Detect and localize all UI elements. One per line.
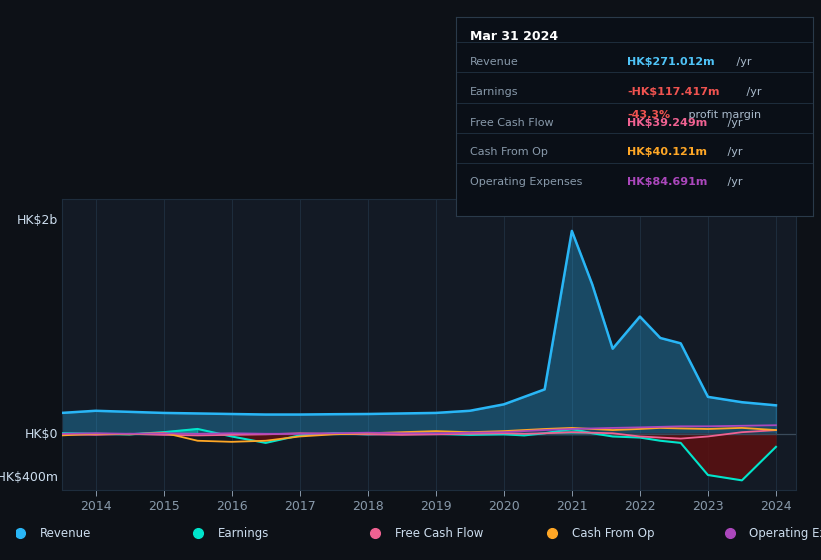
Text: HK$84.691m: HK$84.691m	[627, 177, 708, 187]
Text: Earnings: Earnings	[218, 527, 268, 540]
Text: Cash From Op: Cash From Op	[470, 147, 548, 157]
Text: -43.3%: -43.3%	[627, 110, 670, 120]
Text: /yr: /yr	[723, 147, 742, 157]
Text: Mar 31 2024: Mar 31 2024	[470, 30, 558, 43]
Text: Free Cash Flow: Free Cash Flow	[470, 118, 553, 128]
Text: profit margin: profit margin	[685, 110, 761, 120]
Text: /yr: /yr	[723, 118, 742, 128]
Text: /yr: /yr	[743, 87, 761, 97]
Text: HK$271.012m: HK$271.012m	[627, 57, 715, 67]
Text: Free Cash Flow: Free Cash Flow	[395, 527, 483, 540]
Text: HK$39.249m: HK$39.249m	[627, 118, 708, 128]
Text: /yr: /yr	[733, 57, 752, 67]
Text: HK$40.121m: HK$40.121m	[627, 147, 707, 157]
Text: HK$0: HK$0	[25, 428, 58, 441]
Text: Earnings: Earnings	[470, 87, 518, 97]
Text: Operating Expenses: Operating Expenses	[750, 527, 821, 540]
Text: -HK$400m: -HK$400m	[0, 470, 58, 484]
Text: Operating Expenses: Operating Expenses	[470, 177, 582, 187]
Text: /yr: /yr	[723, 177, 742, 187]
Text: HK$2b: HK$2b	[16, 214, 58, 227]
Text: -HK$117.417m: -HK$117.417m	[627, 87, 719, 97]
Text: Revenue: Revenue	[40, 527, 91, 540]
Text: Cash From Op: Cash From Op	[572, 527, 654, 540]
Text: Revenue: Revenue	[470, 57, 519, 67]
